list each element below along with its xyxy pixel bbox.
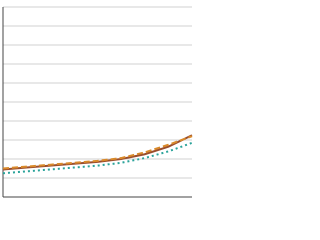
line-series bbox=[2, 141, 193, 175]
line-series bbox=[2, 135, 193, 170]
chart bbox=[2, 6, 193, 198]
